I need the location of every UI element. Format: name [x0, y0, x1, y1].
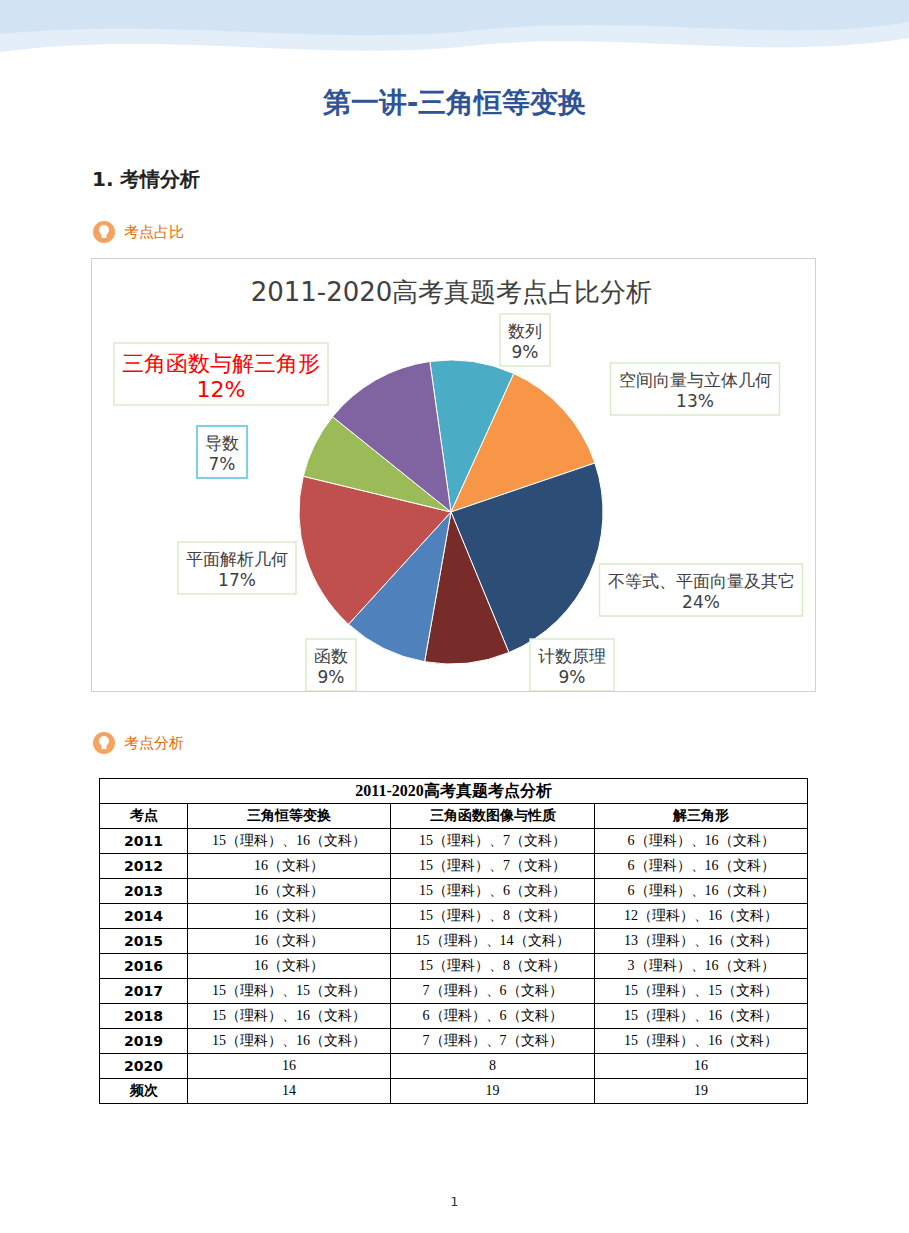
- html-text:2012: 2012: [124, 858, 163, 874]
- html-text:6（理科）、16（文科）: 6（理科）、16（文科）: [627, 883, 775, 898]
- html-text:2013: 2013: [124, 883, 163, 899]
- html-text:15（理科）、15（文科）: 15（理科）、15（文科）: [212, 983, 366, 998]
- html-text:三角函数图像与性质: 三角函数图像与性质: [429, 807, 556, 823]
- html-text:15（理科）、16（文科）: 15（理科）、16（文科）: [624, 1033, 778, 1048]
- html-text:1: 1: [450, 1194, 459, 1209]
- html-text:8: 8: [489, 1058, 496, 1073]
- html-text:19: 19: [485, 1083, 500, 1098]
- html-text:19: 19: [694, 1083, 708, 1098]
- html-text:2015: 2015: [124, 933, 163, 949]
- html-text:15（理科）、16（文科）: 15（理科）、16（文科）: [624, 1008, 778, 1023]
- html-text:16（文科）: 16（文科）: [254, 933, 324, 948]
- html-text:15（理科）、14（文科）: 15（理科）、14（文科）: [415, 933, 570, 948]
- svg-text:函数9%: 函数9%: [314, 646, 348, 687]
- html-text:6（理科）、16（文科）: 6（理科）、16（文科）: [627, 833, 775, 848]
- html-text:16（文科）: 16（文科）: [254, 858, 324, 873]
- html-text:2019: 2019: [124, 1033, 163, 1049]
- html-text:15（理科）、16（文科）: 15（理科）、16（文科）: [212, 1033, 366, 1048]
- html-text:第一讲-三角恒等变换: 第一讲-三角恒等变换: [322, 86, 587, 119]
- html-text:7（理科）、6（文科）: 7（理科）、6（文科）: [422, 983, 563, 998]
- html-text:2011: 2011: [124, 833, 163, 849]
- svg-text:空间向量与立体几何13%: 空间向量与立体几何13%: [619, 370, 772, 411]
- html-text:16: 16: [694, 1058, 708, 1073]
- html-text:15（理科）、7（文科）: 15（理科）、7（文科）: [419, 858, 566, 873]
- html-text:16: 16: [282, 1058, 296, 1073]
- html-text:6（理科）、16（文科）: 6（理科）、16（文科）: [627, 858, 775, 873]
- svg-text:2011-2020高考真题考点占比分析: 2011-2020高考真题考点占比分析: [251, 277, 653, 307]
- html-text:15（理科）、6（文科）: 15（理科）、6（文科）: [419, 883, 566, 898]
- html-text:16（文科）: 16（文科）: [254, 908, 324, 923]
- html-text:13（理科）、16（文科）: 13（理科）、16（文科）: [624, 933, 778, 948]
- html-text:14: 14: [282, 1083, 296, 1098]
- html-text:3（理科）、16（文科）: 3（理科）、16（文科）: [627, 958, 775, 973]
- html-text:考点: 考点: [129, 807, 158, 823]
- html-text:16（文科）: 16（文科）: [254, 958, 324, 973]
- html-text:频次: 频次: [129, 1082, 158, 1098]
- html-text:2018: 2018: [124, 1008, 163, 1024]
- svg-text:三角函数与解三角形12%: 三角函数与解三角形12%: [122, 351, 320, 402]
- html-text:12（理科）、16（文科）: 12（理科）、16（文科）: [624, 908, 778, 923]
- html-text:2020: 2020: [124, 1058, 163, 1074]
- html-text:2016: 2016: [124, 958, 163, 974]
- html-text:15（理科）、16（文科）: 15（理科）、16（文科）: [212, 1008, 366, 1023]
- svg-text:数列9%: 数列9%: [508, 321, 542, 362]
- html-text:15（理科）、8（文科）: 15（理科）、8（文科）: [419, 958, 566, 973]
- html-text:1. 考情分析: 1. 考情分析: [92, 167, 201, 191]
- html-text:15（理科）、7（文科）: 15（理科）、7（文科）: [419, 833, 566, 848]
- html-text:三角恒等变换: 三角恒等变换: [247, 807, 331, 823]
- html-text:16（文科）: 16（文科）: [254, 883, 324, 898]
- html-text:考点分析: 考点分析: [124, 733, 184, 752]
- html-text:15（理科）、8（文科）: 15（理科）、8（文科）: [419, 908, 566, 923]
- html-text:2014: 2014: [124, 908, 163, 924]
- svg-text:计数原理9%: 计数原理9%: [538, 646, 606, 687]
- html-text:解三角形: 解三角形: [673, 807, 729, 823]
- svg-text:导数7%: 导数7%: [205, 433, 239, 474]
- html-text:15（理科）、16（文科）: 15（理科）、16（文科）: [212, 833, 366, 848]
- html-text:2017: 2017: [124, 983, 163, 999]
- html-text:考点占比: 考点占比: [124, 222, 184, 241]
- html-text:7（理科）、7（文科）: 7（理科）、7（文科）: [422, 1033, 563, 1048]
- html-text:6（理科）、6（文科）: 6（理科）、6（文科）: [422, 1008, 563, 1023]
- html-text:15（理科）、15（文科）: 15（理科）、15（文科）: [624, 983, 778, 998]
- svg-text:不等式、平面向量及其它24%: 不等式、平面向量及其它24%: [608, 571, 795, 612]
- html-text:2011-2020高考真题考点分析: 2011-2020高考真题考点分析: [355, 781, 552, 799]
- svg-text:平面解析几何17%: 平面解析几何17%: [186, 549, 288, 590]
